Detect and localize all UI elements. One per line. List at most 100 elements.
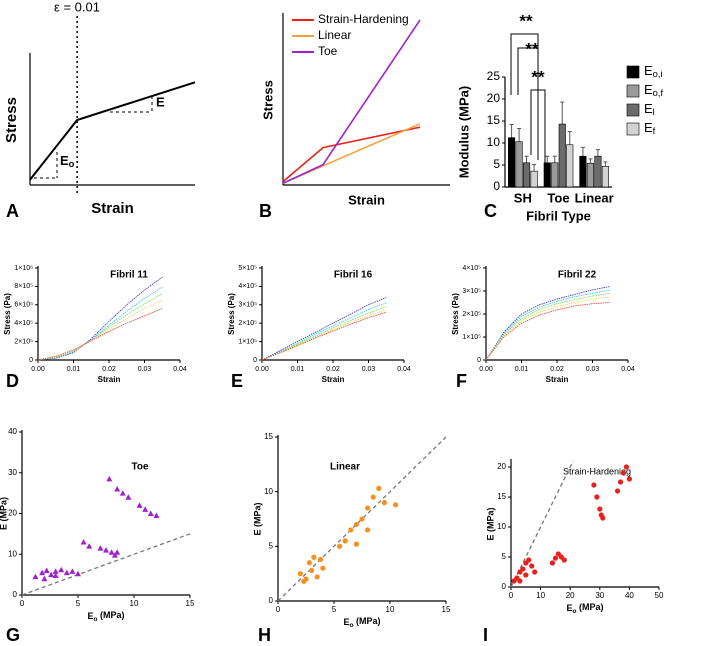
series-line [261, 297, 387, 361]
y-tick-label: 1×10⁵ [238, 338, 257, 345]
x-tick-label: Toe [547, 190, 569, 205]
panel-letter: D [6, 371, 19, 391]
x-axis-label-part: E [88, 611, 94, 621]
significance-bracket [530, 89, 546, 165]
series-line [261, 309, 387, 361]
y-tick-label: 10 [264, 487, 273, 496]
bar [515, 141, 523, 188]
point [370, 494, 376, 500]
legend-label: Eo,i [644, 63, 663, 79]
annotation: ε = 0.01 [54, 0, 100, 14]
point [43, 567, 50, 574]
x-tick-label: 0.00 [479, 366, 493, 373]
chart-title: Linear [330, 462, 360, 473]
bar [508, 137, 516, 188]
panel-letter: E [231, 371, 243, 391]
y-tick-label: 30 [8, 468, 17, 477]
point [600, 515, 606, 521]
legend-label-part: E [644, 82, 653, 97]
y-tick-label: 40 [8, 427, 17, 436]
x-tick-label: 10 [130, 599, 139, 608]
point [591, 482, 597, 488]
x-axis-label: Fibril Type [526, 208, 591, 223]
x-tick-label: 0.02 [550, 366, 564, 373]
x-tick-label: 0.04 [397, 366, 411, 373]
x-tick-label: 0.01 [291, 366, 305, 373]
y-tick-label: 20 [8, 509, 17, 518]
point [52, 572, 59, 578]
point [517, 578, 523, 584]
legend-label-part: o,i [653, 69, 663, 79]
y-tick-label: 0 [477, 357, 481, 364]
bar [551, 162, 559, 188]
point [97, 545, 104, 551]
x-tick-label: 0 [276, 605, 281, 614]
series-line [485, 286, 611, 361]
y-tick-label: 15 [497, 492, 506, 501]
y-tick-label: 4×10⁵ [238, 283, 257, 290]
point [317, 556, 324, 563]
series-line [485, 296, 611, 361]
series-line [37, 299, 163, 361]
x-axis-label-part: (MPa) [576, 603, 603, 613]
y-tick-label: 8×10⁵ [14, 283, 33, 290]
chart-title: Strain-Hardening [563, 466, 631, 476]
x-axis-label: Strain [98, 375, 121, 384]
point [359, 516, 365, 522]
point [561, 557, 567, 563]
annotation: E [156, 94, 165, 109]
series-line [29, 81, 196, 181]
point [41, 575, 48, 582]
point [58, 566, 65, 573]
series-line [282, 19, 421, 185]
y-tick-label: 0 [493, 179, 500, 193]
y-tick-label: 15 [487, 113, 501, 127]
point [311, 554, 317, 560]
point [552, 555, 559, 561]
y-tick-label: 0 [253, 357, 257, 364]
point [520, 566, 526, 572]
legend-label: Toe [318, 44, 338, 58]
y-tick-label: 3×10⁵ [238, 302, 257, 309]
x-tick-label: 0 [509, 591, 514, 600]
series-line [37, 308, 163, 361]
series-line [261, 311, 387, 361]
x-tick-label: 0.00 [31, 366, 45, 373]
panel-letter: C [484, 201, 497, 221]
bar [543, 162, 551, 188]
point [597, 506, 603, 512]
y-tick-label: 2×10⁵ [238, 320, 257, 327]
legend-label: El [644, 101, 655, 117]
x-tick-label: SH [514, 190, 532, 205]
y-tick-label: 4×10⁵ [462, 265, 481, 272]
y-tick-label: 5×10⁵ [238, 265, 257, 272]
bar [594, 155, 602, 188]
legend-swatch [626, 103, 640, 117]
x-axis-label-part: E [567, 603, 573, 613]
point [549, 560, 556, 566]
x-axis-label: Strain [91, 200, 134, 217]
point [119, 490, 126, 496]
point [314, 574, 320, 580]
annotation: ** [525, 39, 539, 58]
y-tick-label: 0 [502, 582, 507, 591]
point [532, 569, 538, 575]
point [614, 488, 621, 494]
legend-label-part: l [653, 107, 655, 117]
x-axis-label: Eo (MPa) [567, 603, 604, 615]
x-axis-label-part: E [344, 617, 350, 627]
point [32, 573, 39, 580]
bar [523, 162, 531, 188]
chart-title: Fibril 11 [110, 270, 148, 281]
panel-letter: A [6, 201, 19, 221]
y-axis-label: E (MPa) [485, 507, 495, 540]
y-tick-label: 20 [487, 91, 501, 105]
y-tick-label: 25 [487, 69, 501, 83]
y-tick-label: 5 [502, 552, 507, 561]
point [365, 527, 371, 533]
annotation: Eo [60, 153, 75, 169]
y-axis-label: Stress (Pa) [451, 293, 460, 335]
y-tick-label: 0 [13, 590, 18, 599]
x-tick-label: 0.03 [138, 366, 152, 373]
point [594, 494, 600, 500]
